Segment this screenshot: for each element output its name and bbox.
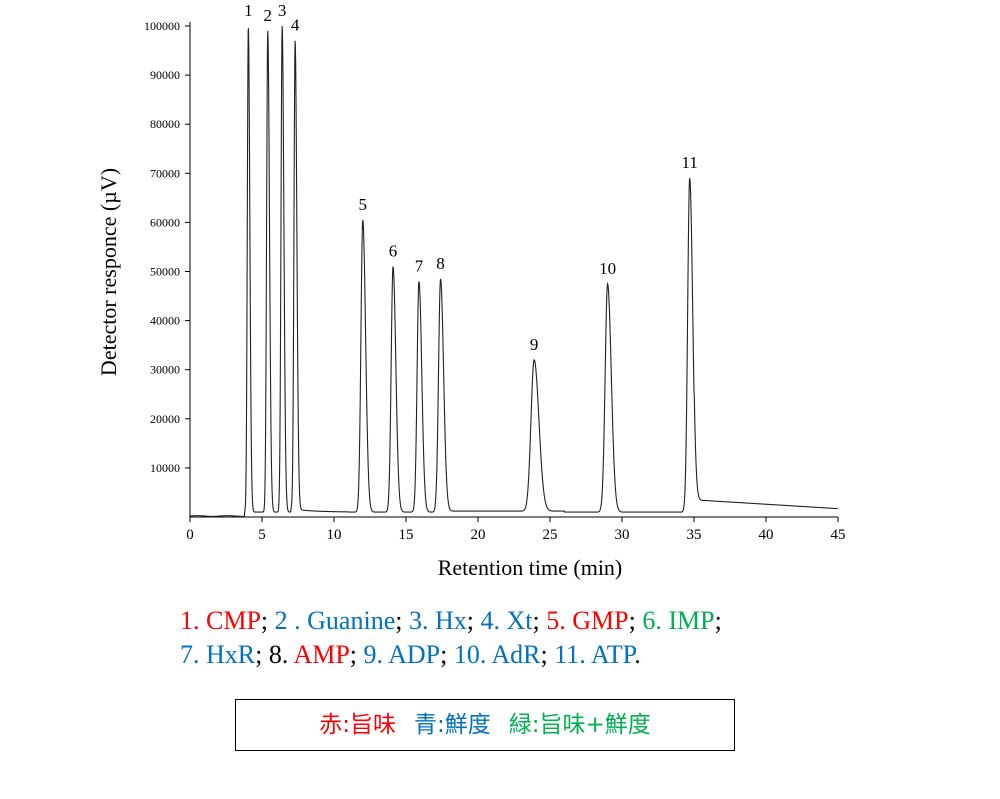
legend-segment: 7. HxR: [180, 640, 256, 669]
legend-segment: ;: [540, 640, 555, 669]
peak-label: 7: [415, 256, 424, 275]
peak-label: 10: [599, 259, 616, 278]
peak-label: 9: [530, 335, 539, 354]
peak-label: 6: [389, 242, 398, 261]
legend-segment: 3. Hx: [408, 606, 467, 635]
x-tick-label: 35: [687, 527, 702, 543]
x-axis-label: Retention time (min): [438, 555, 623, 580]
color-key-item: 赤:旨味: [319, 712, 396, 738]
x-tick-label: 30: [615, 527, 630, 543]
color-key-item: 青:鮮度: [413, 712, 491, 738]
peak-label: 5: [359, 195, 368, 214]
x-tick-label: 5: [258, 527, 266, 543]
legend-segment: ;: [349, 640, 364, 669]
color-key-box: 赤:旨味 青:鮮度 緑:旨味+鮮度: [235, 699, 735, 751]
x-tick-label: 10: [327, 527, 342, 543]
x-tick-label: 40: [759, 527, 774, 543]
y-tick-label: 20000: [150, 412, 180, 426]
legend-segment: .: [634, 640, 641, 669]
y-tick-label: 30000: [150, 363, 180, 377]
legend-line: 1. CMP; 2 . Guanine; 3. Hx; 4. Xt; 5. GM…: [180, 604, 900, 638]
legend-segment: 10. AdR: [453, 640, 541, 669]
x-tick-label: 0: [186, 527, 194, 543]
x-tick-label: 15: [399, 527, 414, 543]
legend-segment: ;: [628, 606, 643, 635]
peak-label: 4: [291, 16, 300, 35]
compound-legend: 1. CMP; 2 . Guanine; 3. Hx; 4. Xt; 5. GM…: [180, 604, 900, 672]
chromatogram-chart: 0 5 10 15 20 25 30 35 40 451000020000300004000050…: [96, 1, 846, 580]
y-tick-label: 10000: [150, 461, 180, 475]
legend-segment: ;: [440, 640, 454, 669]
legend-segment: 11. ATP: [554, 640, 635, 669]
peak-label: 3: [278, 1, 287, 20]
legend-segment: 1. CMP: [180, 606, 261, 635]
legend-segment: ;: [255, 640, 269, 669]
axes: 0 5 10 15 20 25 30 35 40 451000020000300004000050…: [144, 19, 846, 543]
peak-label: 1: [244, 1, 253, 20]
y-tick-label: 80000: [150, 117, 180, 131]
chromatogram-trace: [189, 25, 838, 517]
legend-segment: 9. ADP: [363, 640, 441, 669]
legend-segment: 5. GMP: [546, 606, 629, 635]
legend-segment: ;: [466, 606, 481, 635]
y-tick-label: 100000: [144, 19, 180, 33]
legend-segment: AMP: [293, 640, 350, 669]
peak-labels: 1 2 34 5 67 8 9 10 11: [244, 1, 698, 354]
legend-segment: 6. IMP: [642, 606, 715, 635]
legend-segment: ;: [714, 606, 722, 635]
legend-segment: 4. Xt: [480, 606, 533, 635]
peak-label: 8: [436, 254, 445, 273]
x-tick-label: 25: [543, 527, 558, 543]
legend-segment: 2 . Guanine: [274, 606, 396, 635]
x-tick-label: 20: [471, 527, 486, 543]
legend-segment: ;: [395, 606, 409, 635]
peak-label: 2: [264, 6, 273, 25]
x-tick-label: 45: [831, 527, 846, 543]
legend-segment: ;: [532, 606, 547, 635]
y-axis-label: Detector responce (µV): [96, 168, 121, 376]
legend-segment: 8.: [268, 640, 294, 669]
color-key-item: 緑:旨味+鮮度: [508, 712, 651, 738]
y-tick-label: 40000: [150, 314, 180, 328]
y-tick-label: 50000: [150, 265, 180, 279]
peak-label: 11: [681, 153, 697, 172]
y-tick-label: 70000: [150, 166, 180, 180]
y-tick-label: 90000: [150, 68, 180, 82]
legend-segment: ;: [260, 606, 275, 635]
legend-line: 7. HxR; 8. AMP; 9. ADP; 10. AdR; 11. ATP…: [180, 638, 900, 672]
y-tick-label: 60000: [150, 215, 180, 229]
